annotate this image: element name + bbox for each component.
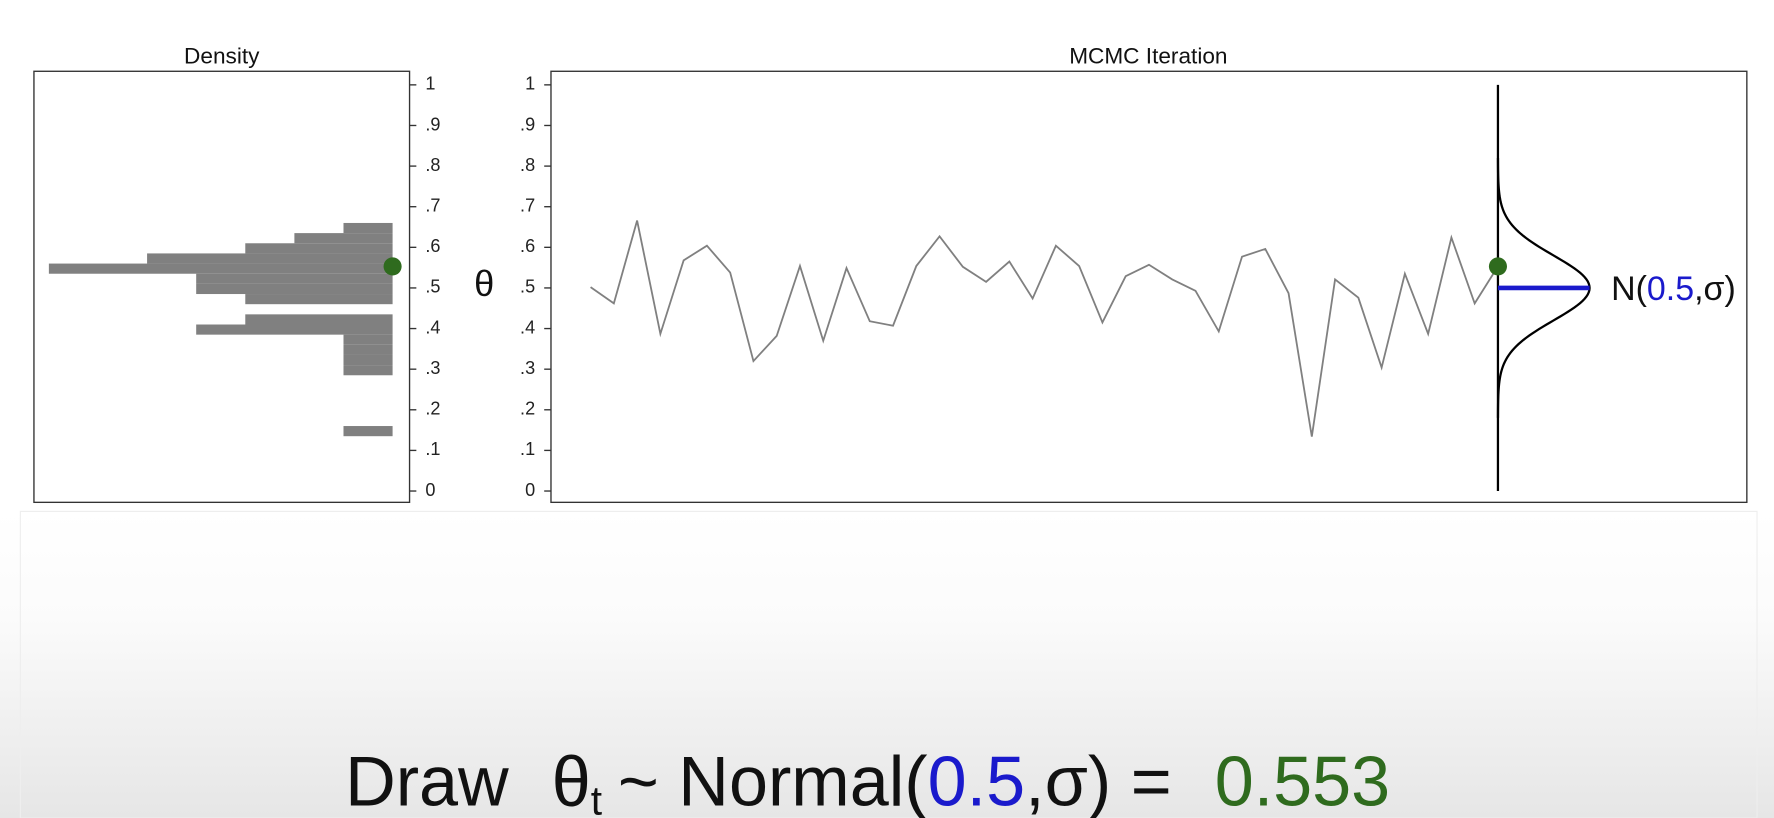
trace-line bbox=[590, 220, 1499, 437]
y-tick-label: 1 bbox=[525, 74, 535, 94]
bar bbox=[343, 354, 393, 366]
bar bbox=[343, 334, 393, 345]
y-tick-label: .9 bbox=[425, 114, 440, 134]
y-tick-label: .4 bbox=[425, 317, 440, 337]
caption-suffix: ,σ) = bbox=[1025, 743, 1172, 818]
y-tick-label: .7 bbox=[520, 195, 535, 215]
marks: 0 .1 .2 .3 .4 .5 .6 .7 .8 .9 1 0 .1 .2 .3 .4 .5 .6 .7 .8 .9 1 bbox=[48, 74, 1591, 500]
y-tick-label: .3 bbox=[425, 358, 440, 378]
proposal-mean: 0.5 bbox=[1647, 270, 1694, 308]
bar bbox=[48, 263, 393, 274]
caption: Draw θt ~ Normal(0.5,σ) = 0.553 bbox=[345, 743, 1390, 818]
trace-title: MCMC Iteration bbox=[1069, 43, 1227, 68]
y-tick-label: .2 bbox=[425, 399, 440, 419]
y-tick-label: .5 bbox=[425, 277, 440, 297]
proposal-prefix: N( bbox=[1611, 270, 1648, 308]
caption-symbol: θ bbox=[552, 743, 591, 818]
current-draw-marker bbox=[1488, 257, 1507, 276]
bar bbox=[343, 426, 393, 437]
y-tick-label: 0 bbox=[425, 480, 435, 500]
bar bbox=[245, 294, 393, 305]
y-tick-label: .1 bbox=[520, 439, 535, 459]
bar bbox=[343, 222, 393, 234]
caption-middle: ~ Normal( bbox=[618, 743, 928, 818]
bar bbox=[196, 273, 393, 284]
bar bbox=[343, 344, 393, 355]
bar bbox=[245, 314, 393, 325]
y-tick-label: .7 bbox=[425, 195, 440, 215]
y-tick-label: .2 bbox=[520, 399, 535, 419]
y-tick-label: .8 bbox=[425, 155, 440, 175]
bar bbox=[196, 324, 393, 335]
y-tick-label: .1 bbox=[425, 439, 440, 459]
y-tick-label: .4 bbox=[520, 317, 535, 337]
caption-result: 0.553 bbox=[1215, 743, 1390, 818]
y-tick-label: .5 bbox=[520, 277, 535, 297]
y-tick-label: .8 bbox=[520, 155, 535, 175]
caption-mean: 0.5 bbox=[928, 743, 1025, 818]
y-tick-label: 0 bbox=[525, 480, 535, 500]
caption-panel bbox=[0, 511, 1774, 818]
bar bbox=[196, 283, 393, 295]
bar bbox=[294, 233, 393, 244]
bar bbox=[245, 243, 393, 254]
proposal-suffix: ,σ) bbox=[1694, 270, 1736, 308]
bar bbox=[343, 365, 393, 376]
y-tick-label: .9 bbox=[520, 114, 535, 134]
density-title: Density bbox=[184, 43, 260, 68]
proposal-label: N(0.5,σ) bbox=[1611, 270, 1736, 308]
y-tick-label: .3 bbox=[520, 358, 535, 378]
y-tick-label: .6 bbox=[520, 236, 535, 256]
caption-prefix: Draw bbox=[345, 743, 509, 818]
current-draw-marker bbox=[383, 257, 402, 276]
bar bbox=[147, 253, 393, 264]
trace-frame bbox=[550, 70, 1748, 504]
density-frame bbox=[33, 70, 411, 504]
y-tick-label: .6 bbox=[425, 236, 440, 256]
y-tick-label: 1 bbox=[425, 74, 435, 94]
y-axis-label: θ bbox=[474, 263, 494, 304]
caption-subscript: t bbox=[591, 778, 603, 818]
